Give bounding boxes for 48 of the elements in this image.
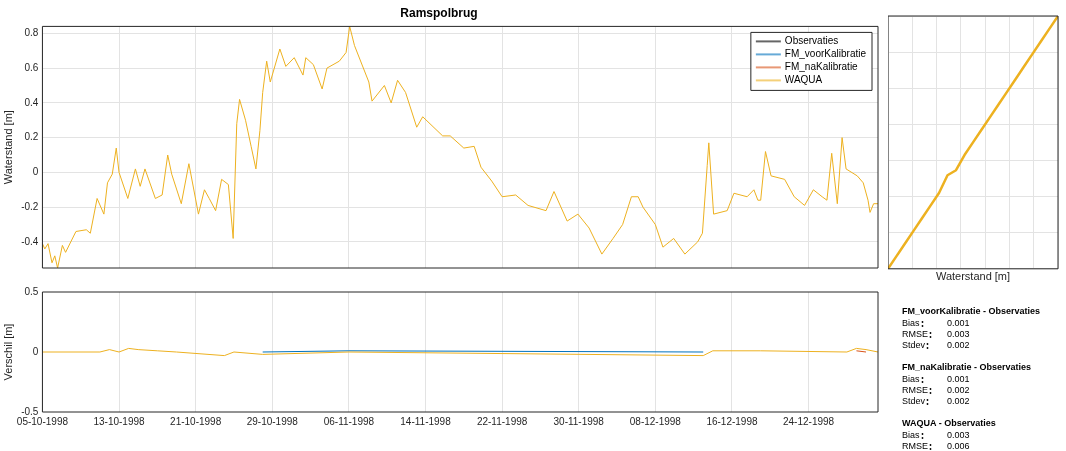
data-label: 0.006 [947, 441, 970, 451]
category-label: RMSE [902, 329, 929, 340]
legend-label: FM_voorKalibratie [784, 48, 867, 60]
x-tick-label: 24-12-1998 [782, 415, 835, 427]
category-label: Bias [902, 318, 920, 329]
data-label: 0.001 [947, 374, 970, 385]
legend-label: FM_naKalibratie [784, 61, 859, 73]
x-tick-label: 05-10-1998 [16, 415, 69, 427]
legend-label: WAQUA [784, 74, 823, 86]
y-tick-label: 0.5 [24, 285, 39, 297]
category-label: Bias [902, 430, 920, 441]
x-tick-label: 21-10-1998 [170, 415, 222, 427]
data-label: 0.002 [947, 340, 970, 351]
x-tick-label: 13-10-1998 [93, 415, 146, 427]
y-axis-title: Verschil [m] [1, 323, 14, 381]
y-tick-label: -0.5 [21, 405, 39, 417]
data-label: 0.003 [947, 329, 970, 340]
y-tick-label: 0 [32, 345, 39, 357]
category-label: RMSE [902, 441, 929, 451]
text: FM_voorKalibratie - Observaties [902, 306, 1042, 317]
y-tick-label: -0.4 [21, 235, 39, 247]
x-tick-label: 22-11-1998 [476, 415, 528, 427]
y-tick-label: 0 [32, 166, 39, 178]
category-label: Stdev [902, 340, 926, 351]
data-label: 0.003 [947, 430, 970, 441]
y-tick-label: -0.2 [21, 200, 39, 212]
chart-title: Ramspolbrug [400, 5, 478, 20]
y-axis-title: Waterstand [m] [1, 110, 14, 185]
y-tick-label: 0.4 [24, 96, 39, 108]
legend-label: Observaties [784, 35, 839, 47]
x-tick-label: 14-11-1998 [400, 415, 452, 427]
x-tick-label: 30-11-1998 [553, 415, 605, 427]
data-label: 0.001 [947, 318, 970, 329]
x-tick-label: 06-11-1998 [323, 415, 375, 427]
x-tick-label: 29-10-1998 [246, 415, 299, 427]
x-tick-label: 16-12-1998 [706, 415, 758, 427]
data-label: 0.002 [947, 396, 970, 407]
y-tick-label: 0.2 [24, 131, 39, 143]
text: WAQUA - Observaties [902, 418, 997, 429]
category-label: Stdev [902, 396, 926, 407]
category-label: RMSE [902, 385, 929, 396]
data-label: 0.002 [947, 385, 970, 396]
y-tick-label: 0.8 [24, 27, 39, 39]
category-label: Bias [902, 374, 920, 385]
text: FM_naKalibratie - Observaties [902, 362, 1033, 373]
y-tick-label: 0.6 [24, 61, 39, 73]
x-axis-title: Waterstand [m] [935, 270, 1011, 283]
x-tick-label: 08-12-1998 [629, 415, 682, 427]
